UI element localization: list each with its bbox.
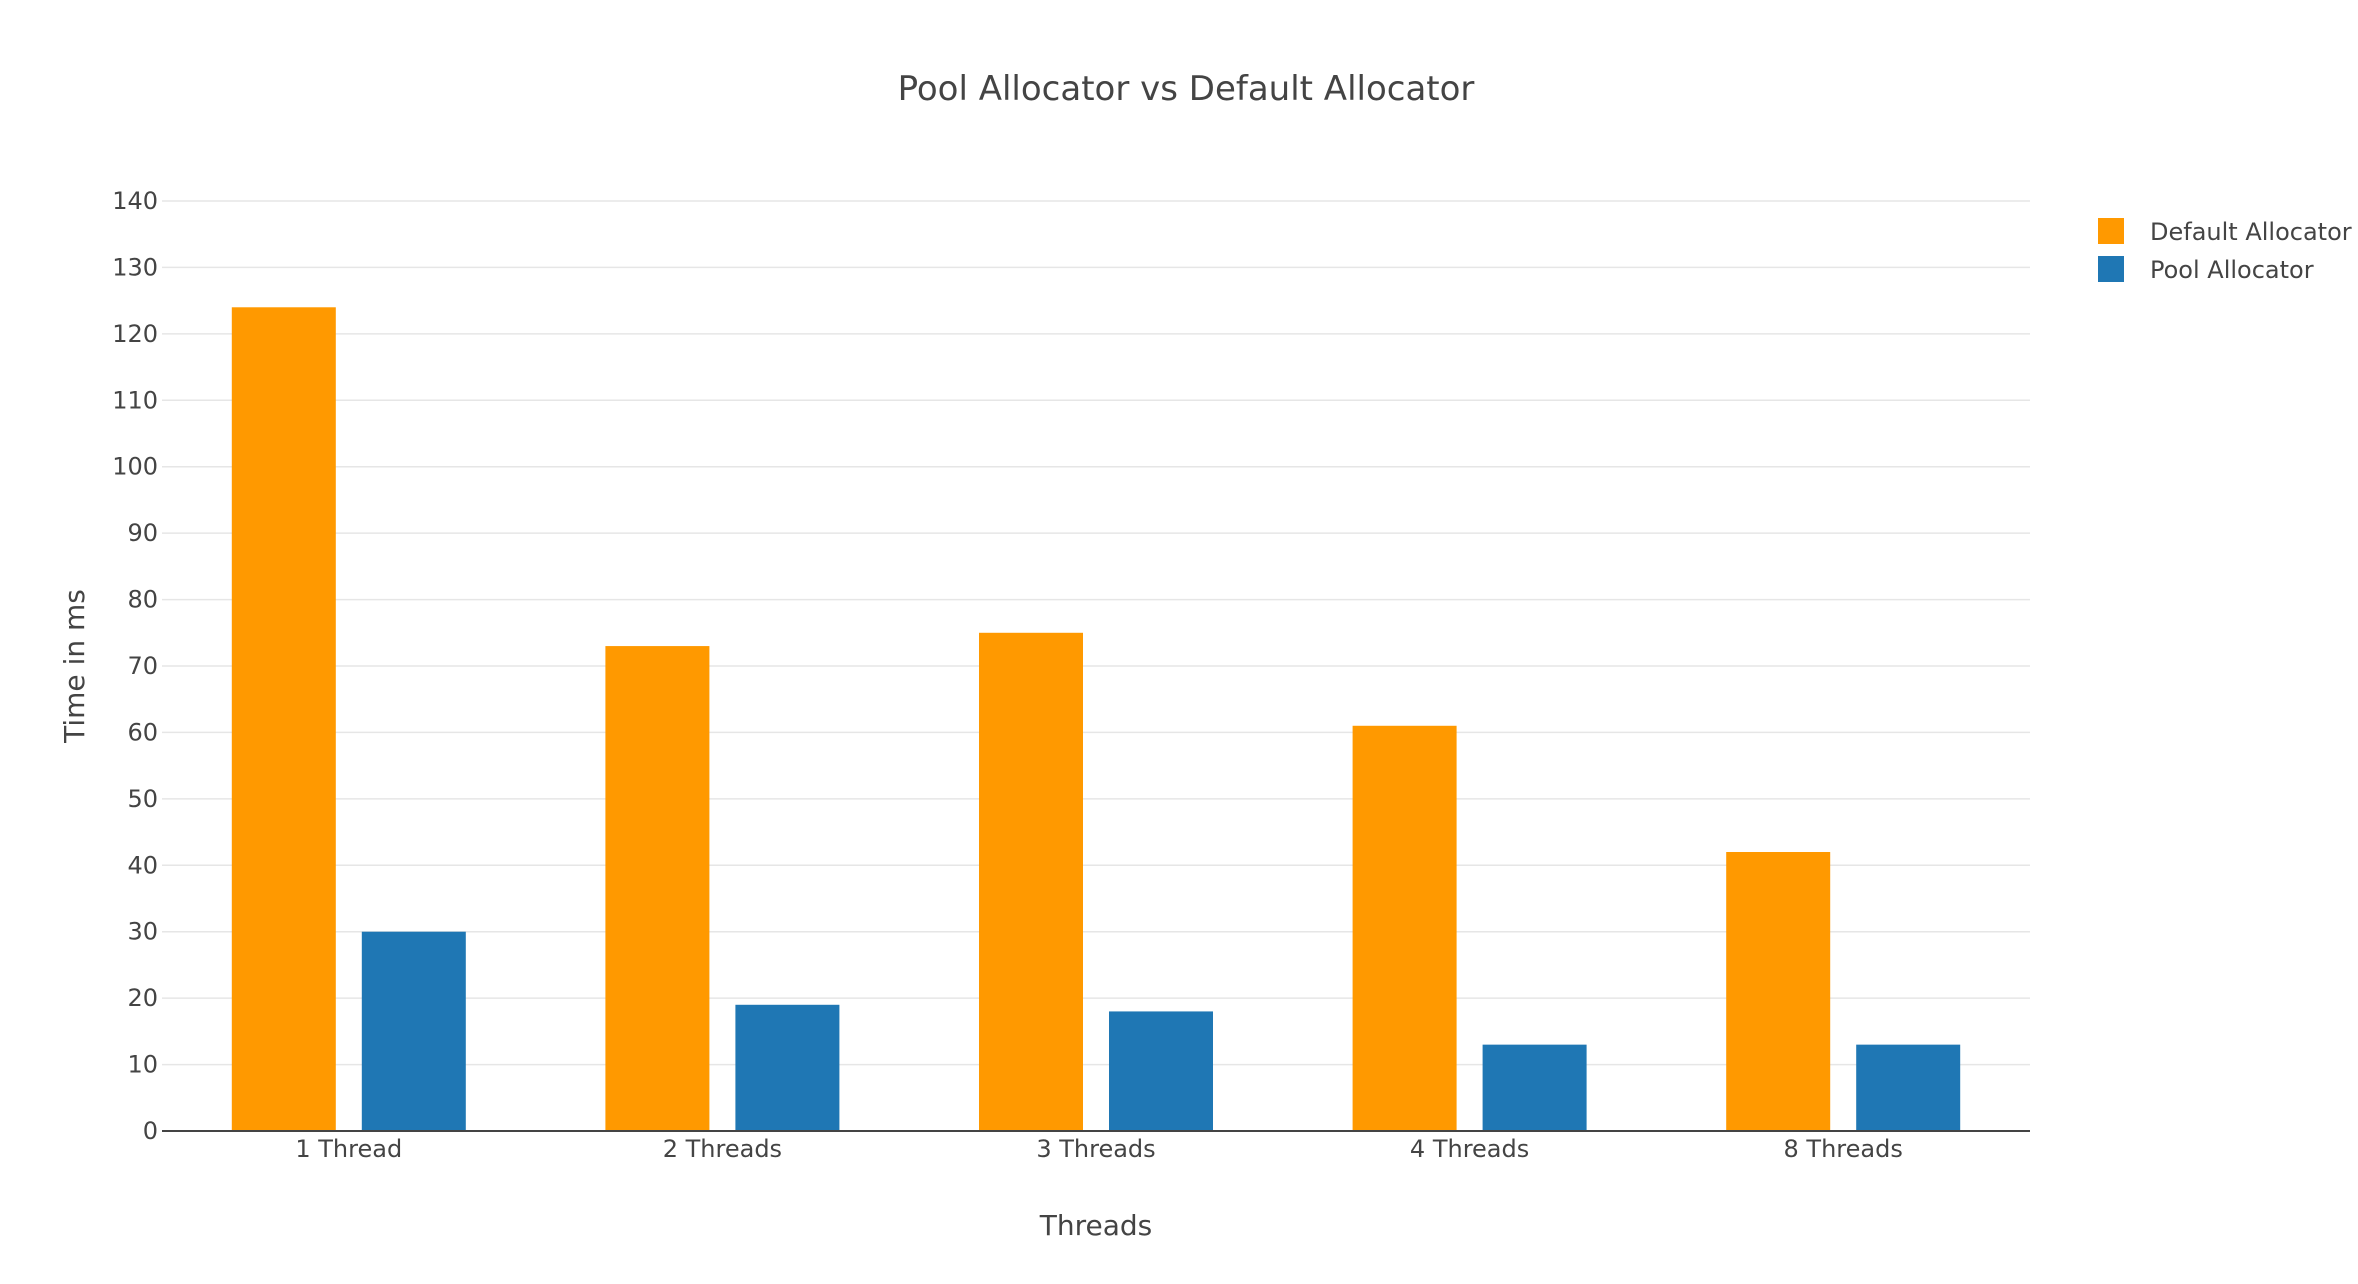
legend-swatch[interactable] xyxy=(2098,218,2124,244)
legend-label[interactable]: Default Allocator xyxy=(2150,218,2352,246)
legend: Default Allocator Pool Allocator xyxy=(2098,218,2352,284)
y-tick-label: 110 xyxy=(112,386,158,414)
bar-pool-allocator-3[interactable] xyxy=(1109,1011,1213,1131)
y-tick-label: 50 xyxy=(127,785,158,813)
bar-default-allocator-4[interactable] xyxy=(1352,725,1457,1131)
y-tick-label: 10 xyxy=(127,1051,158,1079)
bar-default-allocator-5[interactable] xyxy=(1726,852,1831,1131)
x-axis-ticks: 1 Thread 2 Threads 3 Threads 4 Threads 8 Thr… xyxy=(295,1135,1902,1163)
x-tick-label: 2 Threads xyxy=(663,1135,782,1163)
bars xyxy=(231,307,1961,1131)
bar-default-allocator-3[interactable] xyxy=(979,632,1083,1131)
x-tick-label: 1 Thread xyxy=(295,1135,402,1163)
gridlines xyxy=(162,200,2030,1066)
bar-default-allocator-2[interactable] xyxy=(605,646,710,1131)
y-tick-label: 20 xyxy=(127,984,158,1012)
y-tick-label: 0 xyxy=(143,1117,158,1145)
x-tick-label: 3 Threads xyxy=(1036,1135,1155,1163)
y-tick-label: 140 xyxy=(112,187,158,215)
legend-label[interactable]: Pool Allocator xyxy=(2150,256,2314,284)
y-tick-label: 60 xyxy=(127,718,158,746)
y-tick-label: 120 xyxy=(112,320,158,348)
bar-pool-allocator-1[interactable] xyxy=(361,931,466,1131)
y-axis-title: Time in ms xyxy=(58,589,91,744)
y-tick-label: 70 xyxy=(127,652,158,680)
y-tick-label: 130 xyxy=(112,253,158,281)
bar-pool-allocator-5[interactable] xyxy=(1856,1044,1961,1131)
bar-pool-allocator-4[interactable] xyxy=(1482,1044,1587,1131)
bar-pool-allocator-2[interactable] xyxy=(735,1004,840,1131)
y-tick-label: 100 xyxy=(112,453,158,481)
x-tick-label: 8 Threads xyxy=(1784,1135,1903,1163)
x-axis-title: Threads xyxy=(1039,1209,1153,1242)
y-axis-ticks: 0 10 20 30 40 50 60 70 80 90 100 110 120 130 140 xyxy=(112,187,158,1145)
x-tick-label: 4 Threads xyxy=(1410,1135,1529,1163)
y-tick-label: 90 xyxy=(127,519,158,547)
y-tick-label: 80 xyxy=(127,586,158,614)
bar-default-allocator-1[interactable] xyxy=(231,307,336,1131)
chart-title: Pool Allocator vs Default Allocator xyxy=(898,69,1475,109)
y-tick-label: 30 xyxy=(127,918,158,946)
y-tick-label: 40 xyxy=(127,851,158,879)
legend-swatch[interactable] xyxy=(2098,256,2124,282)
